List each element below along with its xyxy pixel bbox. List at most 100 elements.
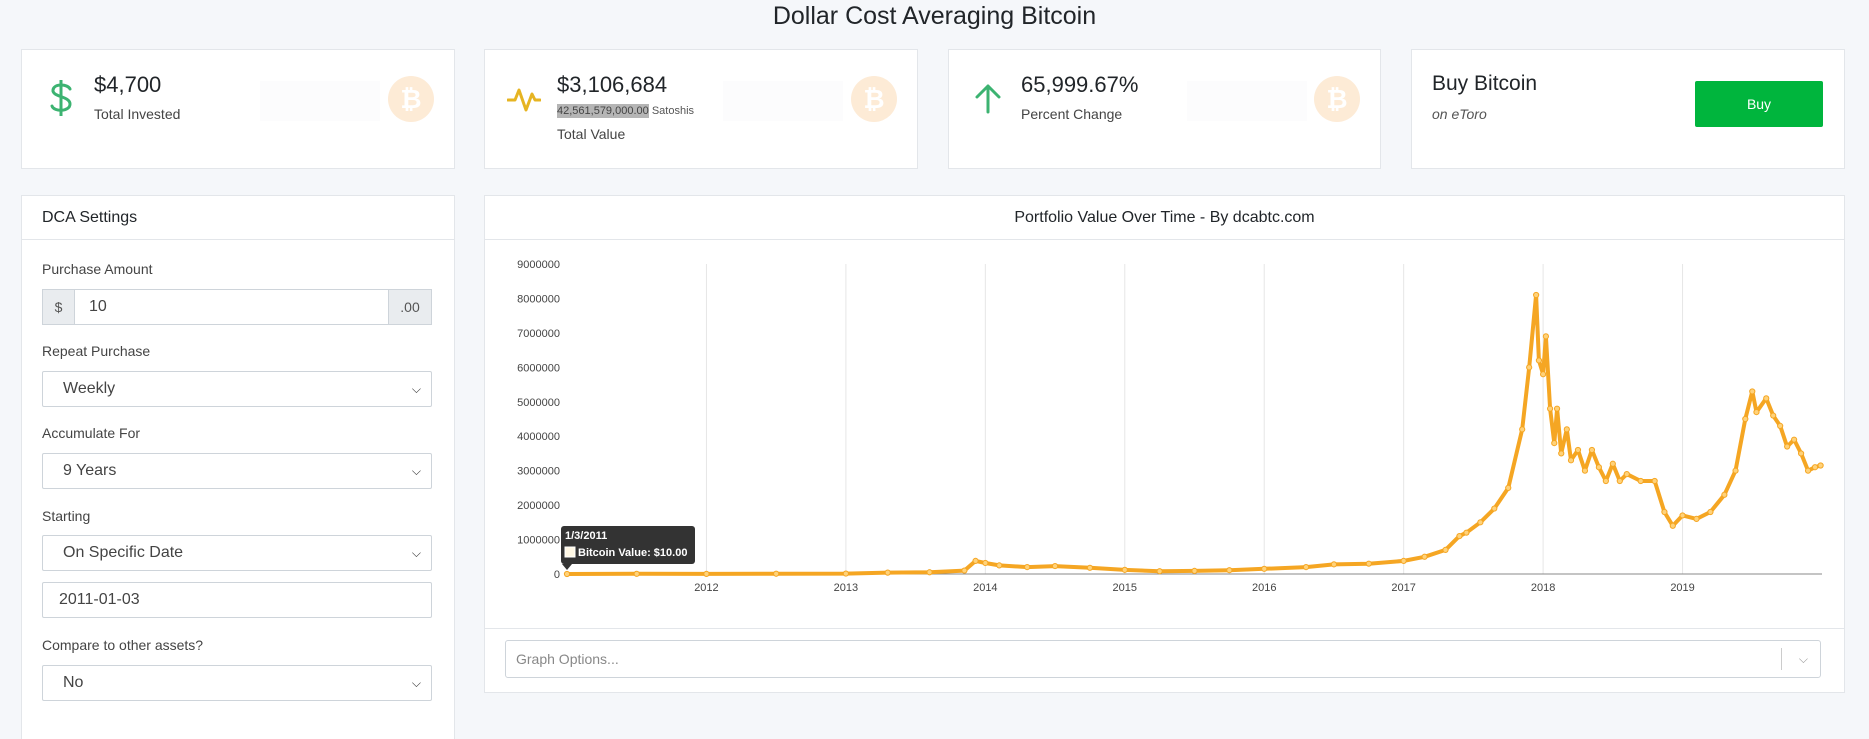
data-point[interactable] [773,570,780,577]
percent-change-value: 65,999.67% [1021,72,1139,97]
purchase-amount-input[interactable]: 10 [74,289,389,325]
starting-select[interactable]: On Specific Date ⌵ [42,535,432,571]
data-point[interactable] [926,569,933,576]
data-point[interactable] [1595,464,1602,471]
data-point[interactable] [1616,477,1623,485]
data-point[interactable] [1533,291,1540,299]
data-point[interactable] [982,559,989,567]
chart-title: Portfolio Value Over Time - By dcabtc.co… [1014,209,1315,226]
data-point[interactable] [1491,505,1498,512]
data-point[interactable] [1661,508,1668,516]
repeat-purchase-select[interactable]: Weekly ⌵ [42,371,432,407]
accumulate-for-label: Accumulate For [42,425,141,441]
data-point[interactable] [1581,467,1589,474]
accumulate-for-select[interactable]: 9 Years ⌵ [42,453,432,489]
data-point[interactable] [1540,371,1547,378]
graph-options-select[interactable]: Graph Options... ⌵ [505,640,1821,678]
x-tick-label: 2013 [834,582,858,594]
data-point[interactable] [1770,412,1777,419]
data-point[interactable] [633,570,640,577]
chart-tooltip: 1/3/2011 Bitcoin Value: $10.00 [561,525,695,570]
starting-label: Starting [42,508,91,524]
data-point[interactable] [1463,529,1470,536]
chevron-down-icon: ⌵ [1798,652,1808,666]
data-point[interactable] [1553,405,1561,412]
data-point[interactable] [1651,477,1658,485]
data-point[interactable] [1669,522,1676,529]
data-point[interactable] [884,569,891,576]
data-point[interactable] [1302,564,1310,571]
data-point[interactable] [1086,564,1094,571]
data-point[interactable] [1442,546,1449,553]
y-tick-label: 7000000 [517,328,560,340]
data-point[interactable] [1421,553,1428,560]
satoshis-readout: 42,561,579,000.00 Satoshis [557,104,695,118]
data-point[interactable] [1588,446,1596,454]
data-point[interactable] [1051,562,1059,570]
data-point[interactable] [1558,450,1565,457]
data-point[interactable] [1505,484,1512,491]
currency-prefix: $ [42,289,75,325]
data-point[interactable] [1261,565,1268,572]
data-point[interactable] [1797,450,1805,457]
data-point[interactable] [1156,568,1163,575]
series-line-bitcoin-value [566,293,1822,576]
portfolio-chart[interactable]: 2012 2013 2014 2015 2016 2017 2018 2019 0 1000000… [485,241,1844,627]
data-point[interactable] [1024,564,1031,571]
data-point[interactable] [1811,464,1819,471]
y-tick-label: 3000000 [517,466,560,478]
data-point[interactable] [1753,409,1760,416]
y-tick-label: 9000000 [517,259,560,271]
data-point[interactable] [1121,566,1128,573]
data-point[interactable] [1226,567,1233,574]
data-point[interactable] [1784,443,1791,450]
data-point[interactable] [1365,560,1372,567]
accumulate-for-value: 9 Years [63,462,117,479]
data-point[interactable] [1721,491,1728,498]
data-point[interactable] [1763,395,1770,402]
data-point[interactable] [1477,519,1484,526]
data-point[interactable] [842,570,849,577]
data-point[interactable] [703,570,710,577]
data-point[interactable] [1637,477,1644,485]
data-point[interactable] [1707,508,1714,516]
data-point[interactable] [1535,357,1543,364]
data-point[interactable] [1749,388,1756,395]
data-point[interactable] [1546,405,1554,412]
tooltip-swatch [564,546,576,558]
compare-assets-select[interactable]: No ⌵ [42,665,432,701]
data-point[interactable] [1542,333,1550,340]
data-point[interactable] [1817,462,1824,469]
data-point[interactable] [1191,567,1198,574]
data-point[interactable] [996,562,1003,569]
tooltip-text: Bitcoin Value: $10.00 [578,547,687,559]
data-point[interactable] [1551,440,1558,447]
data-point[interactable] [1732,467,1739,474]
data-point[interactable] [1400,557,1407,565]
data-point[interactable] [1609,460,1616,467]
data-point[interactable] [1456,533,1463,540]
data-point[interactable] [1777,422,1784,429]
data-point[interactable] [1563,426,1570,433]
data-point[interactable] [1526,364,1533,371]
satoshis-unit: Satoshis [651,105,695,117]
data-point[interactable] [1804,467,1812,474]
data-point[interactable] [972,557,979,565]
data-point[interactable] [1602,477,1609,485]
data-point[interactable] [1330,561,1338,568]
data-point[interactable] [1679,512,1686,519]
data-point[interactable] [563,570,571,578]
buy-button[interactable]: Buy [1695,81,1823,127]
data-point[interactable] [1519,426,1526,433]
data-point[interactable] [1693,515,1700,522]
data-point[interactable] [1567,457,1575,464]
data-point[interactable] [961,567,968,574]
start-date-input[interactable]: 2011-01-03 [42,582,432,618]
arrow-up-icon [975,84,1001,114]
data-point[interactable] [1791,436,1798,443]
data-point[interactable] [1574,446,1582,454]
graph-options-placeholder: Graph Options... [516,651,619,667]
data-point[interactable] [1623,471,1630,478]
data-point[interactable] [1742,415,1749,423]
pulse-icon [507,88,541,112]
